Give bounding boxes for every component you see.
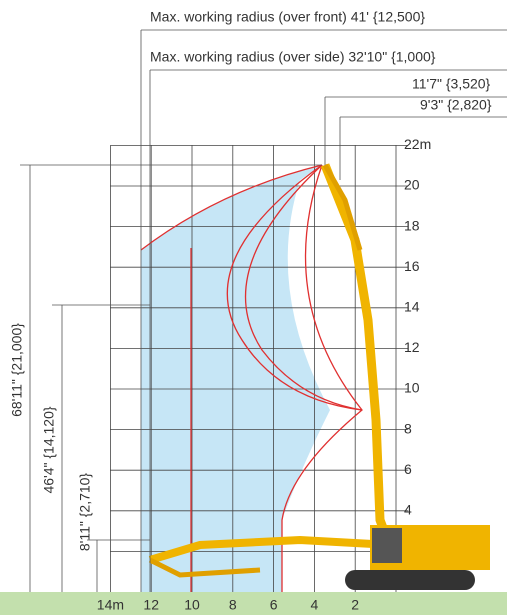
y-label: 20 [404,177,420,193]
dimension-text: 11'7" {3,520} [412,76,491,92]
x-label: 14m [97,597,124,613]
y-label: 18 [404,217,420,233]
dimension-text: 9'3" {2,820} [420,97,492,113]
envelope [226,164,363,411]
x-label: 2 [351,597,359,613]
envelope [281,164,363,592]
height-text: 8'11" {2,710} [77,473,93,552]
y-label: 12 [404,339,420,355]
dimension-text: Max. working radius (over side) 32'10" {… [150,49,436,65]
y-label: 6 [404,461,412,477]
x-label: 4 [311,597,319,613]
ground [0,592,507,615]
working-area [141,165,330,592]
height-text: 68'11" {21,000} [9,323,25,417]
dimension-text: Max. working radius (over front) 41' {12… [150,9,425,25]
x-label: 12 [143,597,159,613]
machine [148,163,490,590]
y-label: 4 [404,502,412,518]
height-text: 46'4" {14,120} [41,406,57,493]
y-label: 22m [404,136,431,152]
x-label: 10 [184,597,200,613]
envelope [244,164,363,411]
y-label: 8 [404,420,412,436]
dimension-lines [20,29,507,592]
envelope [140,164,323,251]
y-label: 10 [404,380,420,396]
x-label: 8 [229,597,237,613]
y-label: 16 [404,258,420,274]
y-label: 14 [404,299,420,315]
x-label: 6 [270,597,278,613]
grid [110,144,409,592]
